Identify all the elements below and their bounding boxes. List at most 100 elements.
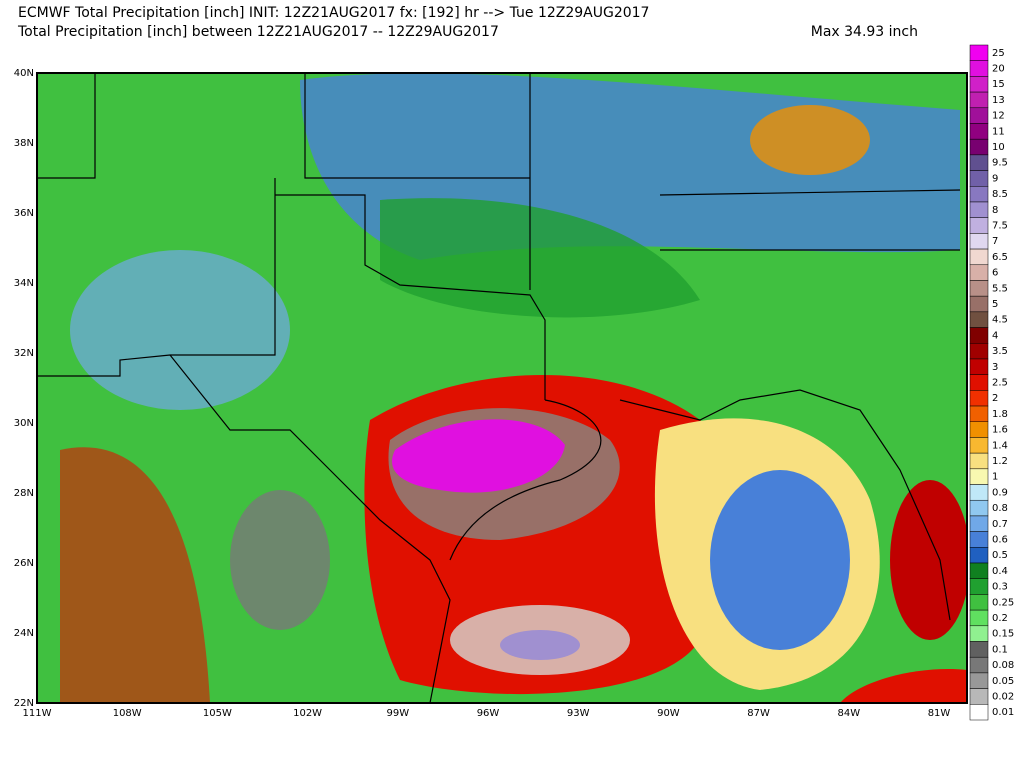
colorbar-label: 6 [992, 268, 998, 279]
colorbar-label: 12 [992, 111, 1005, 122]
lat-label: 30N [14, 418, 34, 429]
red-area [840, 669, 967, 703]
colorbar-label: 1.4 [992, 440, 1008, 451]
colorbar-swatch [969, 688, 989, 705]
colorbar-label: 0.01 [992, 707, 1014, 718]
magenta-area [392, 419, 565, 493]
colorbar-label: 1 [992, 472, 998, 483]
colorbar-swatch [969, 531, 989, 548]
lat-label: 22N [14, 698, 34, 709]
blue-area [710, 470, 850, 650]
colorbar-swatch [969, 609, 989, 627]
colorbar-swatch [969, 625, 989, 642]
lon-label: 99W [386, 708, 409, 719]
lon-label: 90W [657, 708, 680, 719]
lon-label: 111W [23, 708, 52, 719]
colorbar-swatch [969, 311, 989, 328]
colorbar-swatch [969, 170, 989, 187]
colorbar-label: 13 [992, 95, 1005, 106]
colorbar-label: 6.5 [992, 252, 1008, 263]
red-area [890, 480, 967, 640]
lon-label: 96W [477, 708, 500, 719]
colorbar-label: 9.5 [992, 158, 1008, 169]
colorbar-swatch [969, 421, 989, 438]
colorbar-label: 4.5 [992, 315, 1008, 326]
colorbar-label: 1.8 [992, 409, 1008, 420]
colorbar-label: 0.08 [992, 660, 1014, 671]
lon-label: 105W [203, 708, 232, 719]
colorbar-swatch [969, 343, 989, 360]
lon-label: 93W [567, 708, 590, 719]
colorbar-label: 5.5 [992, 283, 1008, 294]
lon-label: 81W [928, 708, 951, 719]
colorbar-label: 2.5 [992, 378, 1008, 389]
lat-label: 40N [14, 68, 34, 79]
colorbar-swatch [969, 562, 989, 579]
title-line-2: Total Precipitation [inch] between 12Z21… [17, 24, 499, 40]
colorbar-swatch [969, 248, 989, 266]
colorbar-label: 0.15 [992, 629, 1014, 640]
colorbar-swatch [969, 374, 989, 391]
colorbar-swatch [969, 452, 989, 470]
colorbar-swatch [969, 468, 989, 485]
colorbar-swatch [969, 138, 989, 156]
colorbar-label: 9 [992, 173, 998, 184]
lat-label: 28N [14, 488, 34, 499]
precip-field [37, 73, 967, 703]
max-value: Max 34.93 inch [811, 24, 918, 40]
colorbar-label: 0.8 [992, 503, 1008, 514]
colorbar-swatch [969, 123, 989, 140]
colorbar-label: 25 [992, 48, 1005, 59]
colorbar-swatch [969, 327, 989, 344]
title-line-1: ECMWF Total Precipitation [inch] INIT: 1… [18, 5, 649, 21]
colorbar-label: 7 [992, 236, 998, 247]
colorbar-label: 0.1 [992, 644, 1008, 655]
colorbar-label: 0.9 [992, 487, 1008, 498]
red-area [60, 447, 210, 703]
colorbar-label: 3.5 [992, 346, 1008, 357]
blue-area [70, 250, 290, 410]
colorbar-swatch [969, 154, 989, 171]
colorbar-swatch [969, 499, 989, 517]
colorbar-label: 8.5 [992, 189, 1008, 200]
colorbar-label: 3 [992, 362, 998, 373]
orange-area [750, 105, 870, 175]
colorbar-swatch [969, 547, 989, 564]
colorbar-swatch [969, 656, 989, 674]
colorbar-swatch [969, 704, 989, 721]
lon-label: 108W [113, 708, 142, 719]
colorbar-swatch [969, 405, 989, 422]
colorbar-swatch [969, 390, 989, 407]
lat-label: 26N [14, 558, 34, 569]
colorbar-swatch [969, 186, 989, 203]
green-area [380, 198, 700, 318]
colorbar-swatch [969, 641, 989, 658]
lon-label: 102W [293, 708, 322, 719]
colorbar-label: 1.6 [992, 425, 1008, 436]
colorbar-label: 8 [992, 205, 998, 216]
colorbar-label: 10 [992, 142, 1005, 153]
colorbar-swatch [969, 76, 989, 93]
colorbar-swatch [969, 578, 989, 595]
colorbar-swatch [969, 107, 989, 124]
colorbar-swatch [969, 672, 989, 689]
colorbar-label: 11 [992, 126, 1005, 137]
colorbar-swatch [969, 484, 989, 501]
colorbar-swatch [969, 280, 989, 297]
colorbar-swatch [969, 201, 989, 218]
purple-area [500, 630, 580, 660]
lat-label: 36N [14, 208, 34, 219]
colorbar-label: 0.05 [992, 676, 1014, 687]
colorbar-label: 0.25 [992, 597, 1014, 608]
colorbar-label: 5 [992, 299, 998, 310]
colorbar-swatch [969, 60, 989, 77]
colorbar-swatch [969, 217, 989, 234]
colorbar-label: 2 [992, 393, 998, 404]
colorbar-label: 15 [992, 79, 1005, 90]
colorbar-swatch [969, 91, 989, 109]
colorbar-label: 0.02 [992, 691, 1014, 702]
lon-label: 84W [837, 708, 860, 719]
colorbar-label: 20 [992, 64, 1005, 75]
colorbar-label: 7.5 [992, 221, 1008, 232]
